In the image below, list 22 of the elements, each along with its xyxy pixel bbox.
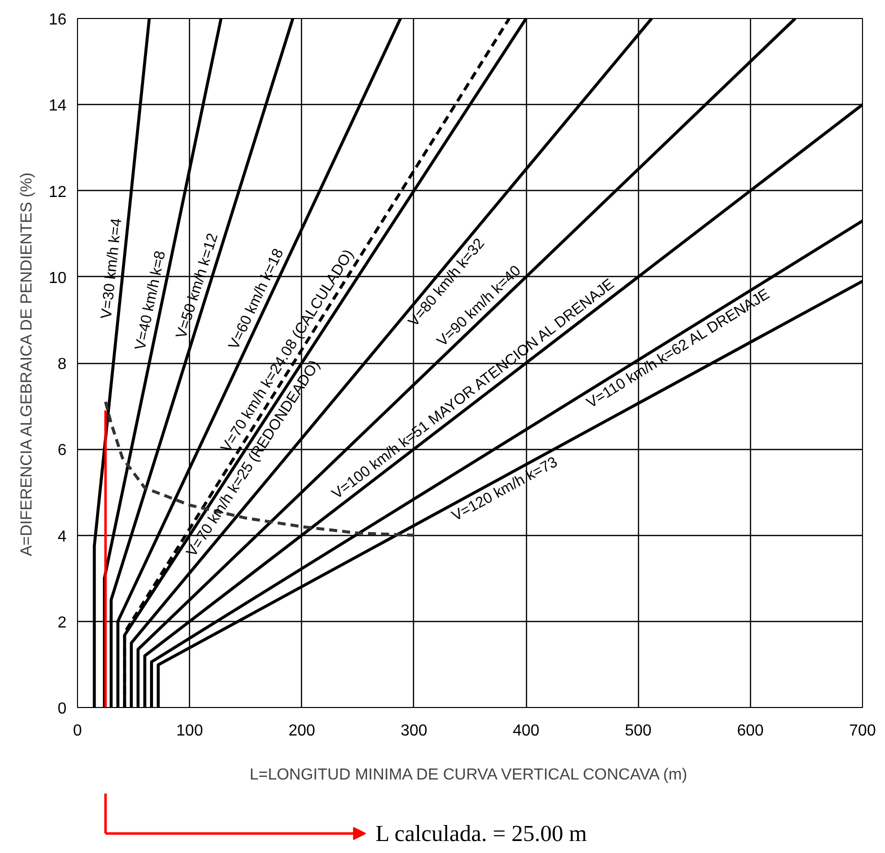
x-tick-label: 200: [288, 722, 316, 740]
y-tick-label: 0: [58, 700, 67, 718]
y-tick-label: 6: [58, 442, 67, 460]
text: L calculada. = 25.00 m: [376, 821, 588, 846]
x-tick-label: 500: [624, 722, 652, 740]
y-tick-label: 16: [48, 12, 67, 28]
x-axis-title: L=LONGITUD MINIMA DE CURVA VERTICAL CONCAVA (m): [250, 766, 688, 784]
y-axis-title: A=DIFERENCIA ALGEBRAICA DE PENDIENTES (%): [18, 172, 36, 556]
y-tick-label: 14: [48, 98, 67, 115]
y-tick-label: 8: [58, 356, 67, 373]
x-tick-label: 300: [400, 722, 428, 740]
x-tick-label: 600: [737, 722, 764, 740]
x-tick-label: 0: [73, 722, 82, 740]
text: V=40 km/h k=8: [132, 249, 170, 352]
text: V=30 km/h k=4: [98, 218, 126, 320]
y-tick-label: 10: [48, 270, 67, 287]
y-tick-label: 12: [48, 184, 67, 201]
x-tick-label: 100: [176, 722, 204, 740]
y-tick-label: 4: [58, 528, 67, 546]
x-tick-label: 400: [512, 722, 540, 740]
y-tick-label: 2: [58, 614, 67, 632]
x-tick-label: 700: [849, 722, 876, 740]
